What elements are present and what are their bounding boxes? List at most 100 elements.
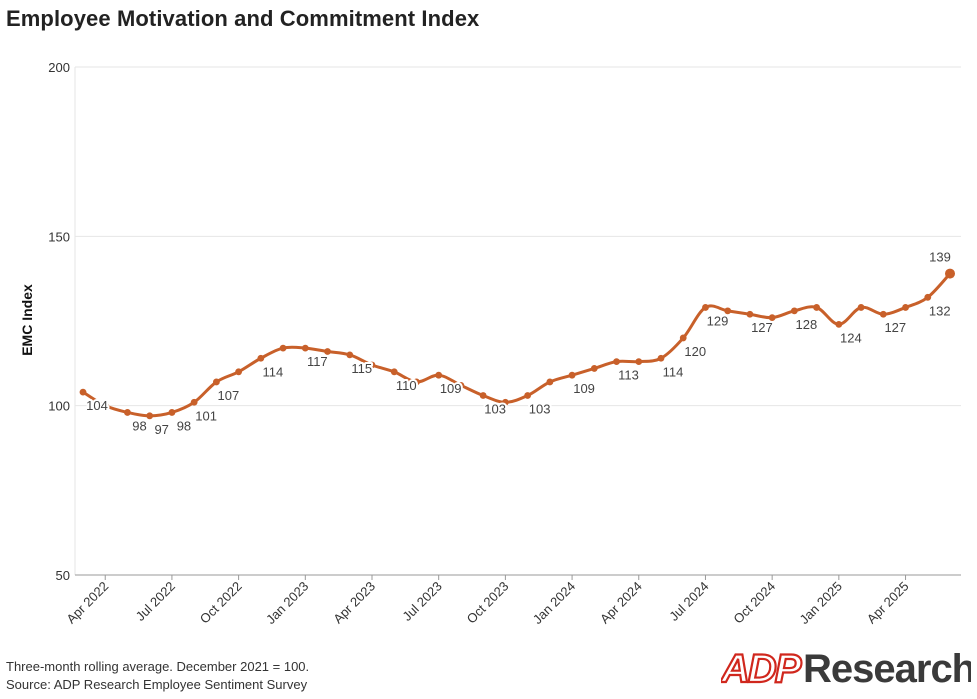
data-label-halo-2023-07: 109 — [440, 381, 462, 396]
y-tick-label-150: 150 — [48, 229, 70, 244]
y-tick-label-200: 200 — [48, 60, 70, 75]
data-point-2022-09 — [212, 378, 220, 386]
data-point-2025-02 — [857, 304, 865, 311]
x-tick-label-2022-10: Oct 2022 — [197, 579, 245, 627]
series-emc-index — [79, 268, 955, 420]
data-point-2025-03 — [879, 310, 887, 318]
data-point-2022-07 — [168, 409, 176, 416]
data-point-2024-05 — [657, 354, 665, 362]
data-point-2024-11 — [790, 307, 798, 315]
data-point-2025-05 — [924, 293, 932, 301]
data-point-2023-08 — [457, 381, 465, 389]
data-point-2023-04 — [368, 361, 376, 369]
data-label-halo-2023-03: 115 — [351, 361, 372, 376]
data-label-halo-2024-07: 129 — [707, 313, 729, 328]
data-label-halo-2025-06: 139 — [929, 250, 951, 265]
x-tick-label-2023-07: Jul 2023 — [399, 579, 444, 624]
data-label-halo-2024-09: 127 — [751, 320, 773, 335]
data-label-2023-03: 115 — [351, 361, 372, 376]
data-point-2023-02 — [324, 348, 331, 355]
data-point-2023-09 — [479, 392, 487, 399]
logo-word: Research — [803, 647, 971, 690]
data-label-2024-06: 120 — [684, 344, 706, 359]
data-point-2024-10 — [768, 314, 776, 322]
x-tick-label-2022-04: Apr 2022 — [63, 579, 111, 627]
data-label-halo-2023-11: 103 — [529, 402, 551, 417]
x-tick-label-2024-10: Oct 2024 — [730, 579, 778, 627]
data-label-halo-2024-06: 120 — [684, 344, 706, 359]
y-tick-label-100: 100 — [48, 399, 70, 414]
data-label-halo-2024-11: 128 — [796, 317, 818, 332]
data-label-2024-11: 128 — [796, 317, 818, 332]
data-point-2022-10 — [235, 368, 243, 376]
data-point-2024-06 — [679, 334, 687, 342]
data-label-halo-2022-06: 97 — [154, 422, 168, 437]
data-point-2022-05 — [124, 409, 131, 416]
data-label-halo-2022-08: 101 — [195, 408, 217, 423]
data-label-2023-01: 117 — [307, 354, 328, 369]
data-label-2025-01: 124 — [840, 330, 862, 345]
axes: 50 100 150 200 Apr 2022 Jul 2022 Oct 2022 Jan 2… — [48, 60, 961, 627]
data-label-2022-09: 107 — [218, 388, 240, 403]
data-label-halo-2023-01: 117 — [307, 354, 328, 369]
data-label-halo-2024-05: 114 — [663, 364, 684, 379]
data-point-2023-01 — [301, 344, 309, 352]
data-label-halo-2022-11: 114 — [262, 364, 283, 379]
adp-research-logo: ADP Research — [719, 646, 976, 695]
data-label-2024-07: 129 — [707, 313, 729, 328]
chart-title: Employee Motivation and Commitment Index — [6, 6, 480, 31]
data-label-2023-07: 109 — [440, 381, 462, 396]
data-label-2025-05: 132 — [929, 303, 951, 318]
data-point-2023-05 — [390, 368, 398, 376]
data-label-2023-11: 103 — [529, 402, 551, 417]
data-label-halo-2023-05: 110 — [396, 378, 417, 393]
data-point-2023-11 — [524, 392, 532, 399]
y-tick-label-50: 50 — [56, 568, 70, 583]
footnote-source: Source: ADP Research Employee Sentiment … — [6, 677, 308, 692]
data-label-2025-06: 139 — [929, 250, 951, 265]
data-label-halo-2022-07: 98 — [177, 418, 191, 433]
x-tick-label-2022-07: Jul 2022 — [133, 579, 178, 624]
series-line — [81, 272, 952, 418]
data-point-2022-03 — [79, 388, 87, 396]
data-label-2022-08: 101 — [195, 408, 217, 423]
data-point-2022-06 — [146, 412, 154, 420]
x-tick-label-2024-07: Jul 2024 — [666, 579, 711, 624]
data-point-2024-02 — [590, 365, 598, 372]
data-point-2025-06 — [945, 268, 955, 279]
x-tick-label-2023-01: Jan 2023 — [263, 579, 311, 627]
y-axis-label: EMC Index — [19, 284, 35, 356]
gridlines — [75, 66, 961, 576]
x-tick-label-2024-01: Jan 2024 — [530, 579, 578, 627]
data-label-halo-2024-01: 109 — [573, 381, 595, 396]
x-tick-label-2024-04: Apr 2024 — [597, 579, 645, 627]
data-point-2022-11 — [257, 354, 265, 362]
data-point-2023-10 — [501, 398, 509, 406]
data-label-halo-2022-05: 98 — [132, 418, 146, 433]
data-label-2024-05: 114 — [663, 364, 684, 379]
data-label-halo-2022-03: 104 — [86, 398, 108, 413]
data-point-2025-04 — [902, 304, 909, 311]
data-label-2022-03: 104 — [86, 398, 108, 413]
data-label-2023-09: 103 — [484, 402, 506, 417]
data-label-2022-11: 114 — [262, 364, 283, 379]
data-point-2024-04 — [635, 358, 643, 366]
logo-brand: ADP — [721, 647, 802, 690]
data-point-2023-03 — [346, 351, 354, 359]
x-tick-label-2023-04: Apr 2023 — [330, 579, 378, 627]
data-label-2023-05: 110 — [396, 378, 417, 393]
data-label-halo-2025-05: 132 — [929, 303, 951, 318]
data-point-2024-08 — [724, 307, 732, 315]
data-label-2022-07: 98 — [177, 418, 191, 433]
data-label-halo-2024-03: 113 — [618, 368, 639, 383]
footnote-note: Three-month rolling average. December 20… — [6, 659, 310, 674]
data-label-2022-05: 98 — [132, 418, 146, 433]
data-label-2024-03: 113 — [618, 368, 639, 383]
data-point-2022-12 — [279, 344, 287, 352]
data-point-2024-12 — [813, 304, 821, 311]
data-point-2024-01 — [568, 371, 576, 379]
data-point-2023-12 — [546, 378, 554, 386]
data-point-2024-07 — [702, 304, 709, 311]
